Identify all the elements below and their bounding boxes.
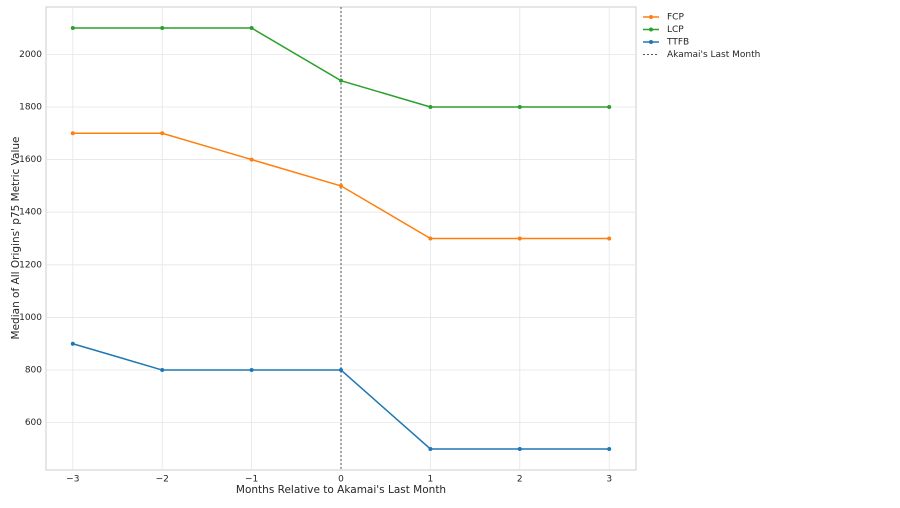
x-tick-label: 3 <box>606 475 612 485</box>
x-tick-label: −2 <box>156 475 169 485</box>
data-point <box>607 104 612 109</box>
x-axis-label: Months Relative to Akamai's Last Month <box>236 484 446 496</box>
y-tick-label: 800 <box>25 366 42 376</box>
legend-label: TTFB <box>666 38 689 48</box>
x-tick-label: 0 <box>338 475 344 485</box>
data-point <box>70 26 75 31</box>
data-point <box>428 446 433 451</box>
legend-label: LCP <box>667 25 684 35</box>
y-axis-label: Median of All Origins' p75 Metric Value <box>10 137 22 340</box>
data-point <box>249 368 254 373</box>
data-point <box>249 157 254 162</box>
data-point <box>517 104 522 109</box>
legend-marker <box>649 27 653 32</box>
data-point <box>428 104 433 109</box>
y-tick-label: 1800 <box>19 102 42 112</box>
legend-marker <box>649 40 653 44</box>
data-point <box>607 236 612 241</box>
data-point <box>428 236 433 241</box>
y-tick-label: 1000 <box>19 313 42 323</box>
data-point <box>70 131 75 136</box>
data-point <box>160 131 165 136</box>
data-point <box>249 26 254 31</box>
legend-label: FCP <box>667 13 684 23</box>
x-tick-label: −1 <box>245 475 258 485</box>
y-tick-label: 1200 <box>19 260 42 270</box>
data-point <box>517 236 522 241</box>
y-tick-label: 2000 <box>19 50 42 60</box>
legend-label: Akamai's Last Month <box>667 50 760 60</box>
x-tick-label: 1 <box>428 475 434 485</box>
data-point <box>160 368 165 373</box>
data-point <box>160 26 165 31</box>
legend-marker <box>649 15 653 19</box>
y-tick-label: 600 <box>25 418 42 428</box>
data-point <box>70 341 75 346</box>
x-tick-label: 2 <box>517 475 523 485</box>
data-point <box>339 368 343 373</box>
y-tick-label: 1600 <box>19 155 42 165</box>
data-point <box>339 78 343 83</box>
x-tick-label: −3 <box>66 475 79 485</box>
data-point <box>339 183 343 188</box>
data-point <box>607 446 612 451</box>
data-point <box>517 446 522 451</box>
y-tick-label: 1400 <box>19 208 42 218</box>
